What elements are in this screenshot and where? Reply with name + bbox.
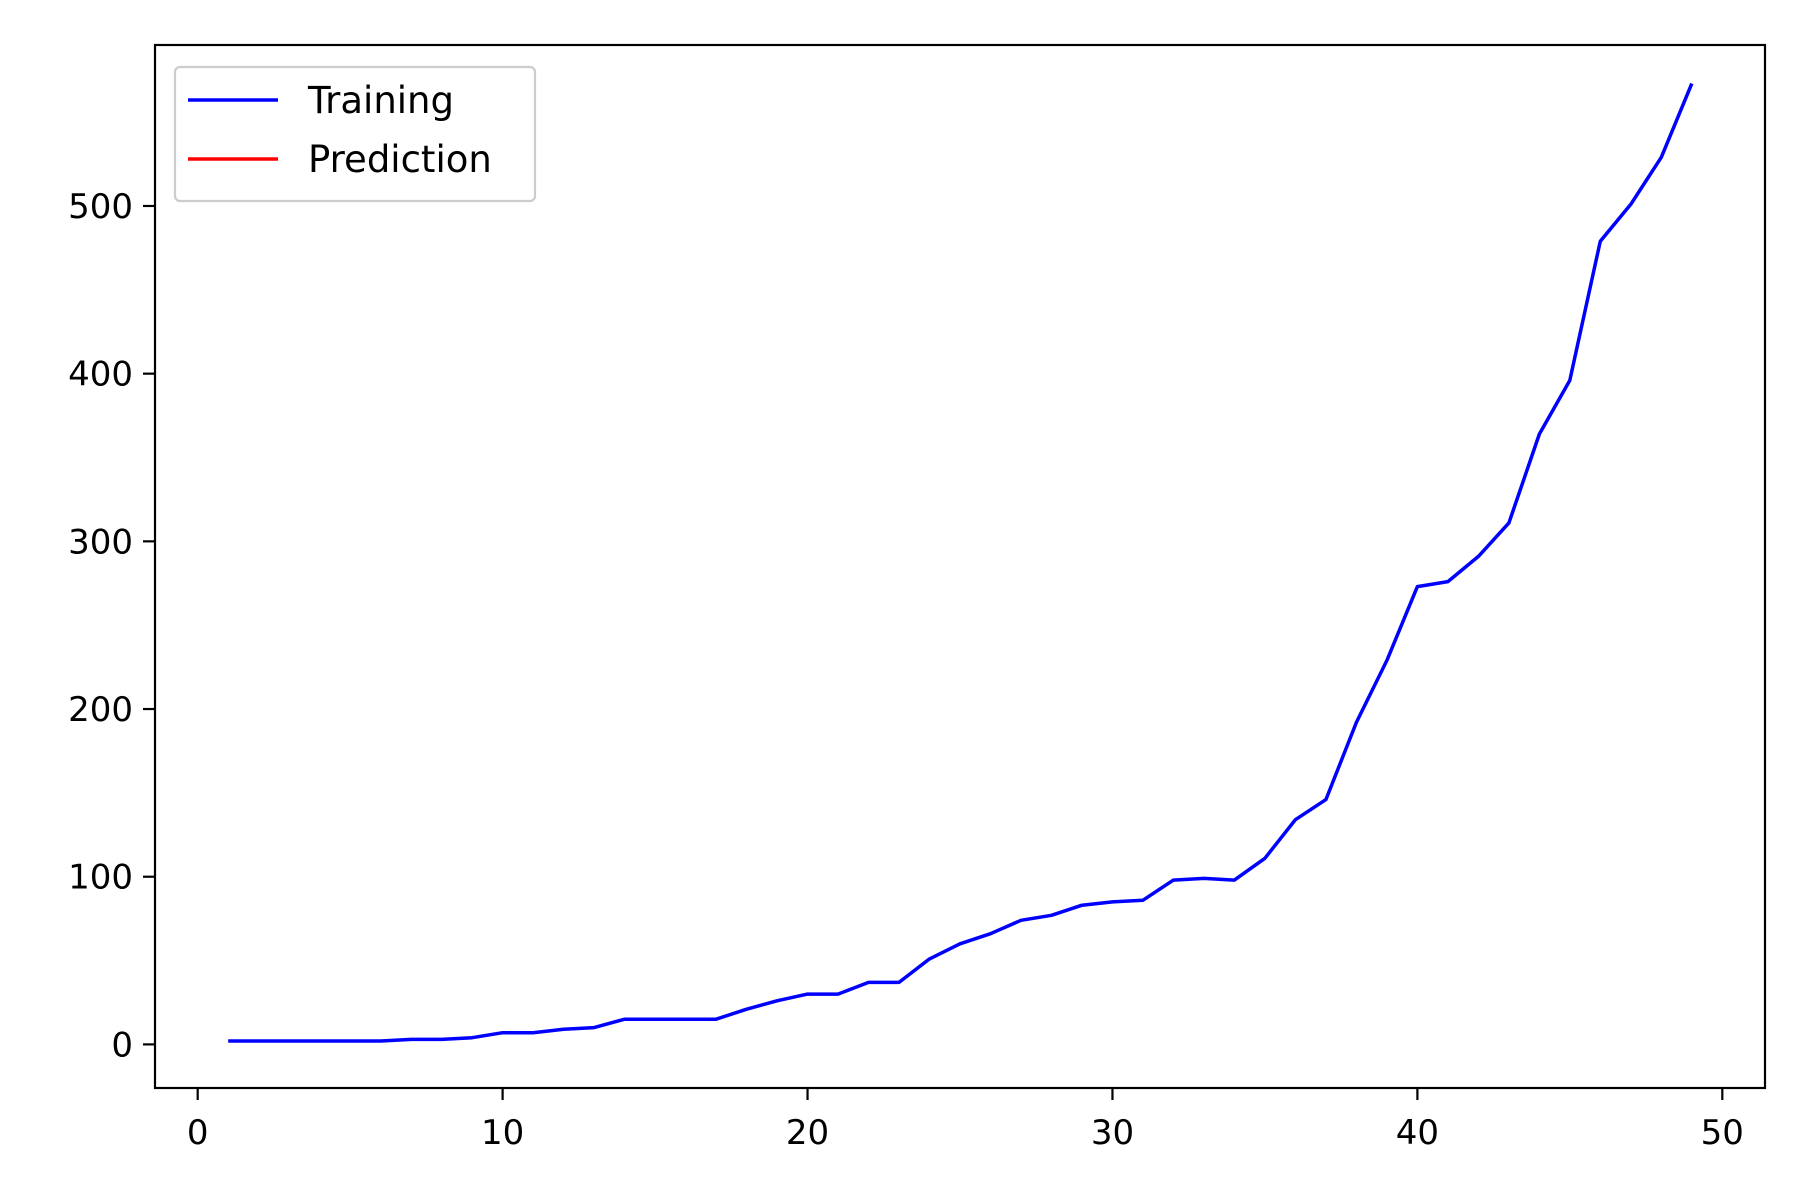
y-tick-label-1: 100 xyxy=(68,858,133,898)
x-tick-label-0: 0 xyxy=(187,1113,209,1153)
y-tick-label-4: 400 xyxy=(68,355,133,395)
plot-area xyxy=(228,82,1694,1043)
x-axis: 0 10 20 30 40 50 xyxy=(187,1088,1744,1153)
legend-label-training: Training xyxy=(307,79,454,122)
series-line-training xyxy=(228,82,1694,1043)
legend: Training Prediction xyxy=(173,65,537,203)
x-tick-label-2: 20 xyxy=(786,1113,829,1153)
y-tick-label-5: 500 xyxy=(68,187,133,227)
x-tick-label-3: 30 xyxy=(1091,1113,1134,1153)
y-tick-label-3: 300 xyxy=(68,522,133,562)
y-axis: 0 100 200 300 400 500 xyxy=(68,187,155,1065)
x-tick-label-5: 50 xyxy=(1701,1113,1744,1153)
y-tick-label-2: 200 xyxy=(68,690,133,730)
axes-frame xyxy=(153,43,1767,1090)
y-tick-label-0: 0 xyxy=(111,1025,133,1065)
legend-label-prediction: Prediction xyxy=(308,138,492,181)
x-tick-label-1: 10 xyxy=(481,1113,524,1153)
x-tick-label-4: 40 xyxy=(1396,1113,1439,1153)
